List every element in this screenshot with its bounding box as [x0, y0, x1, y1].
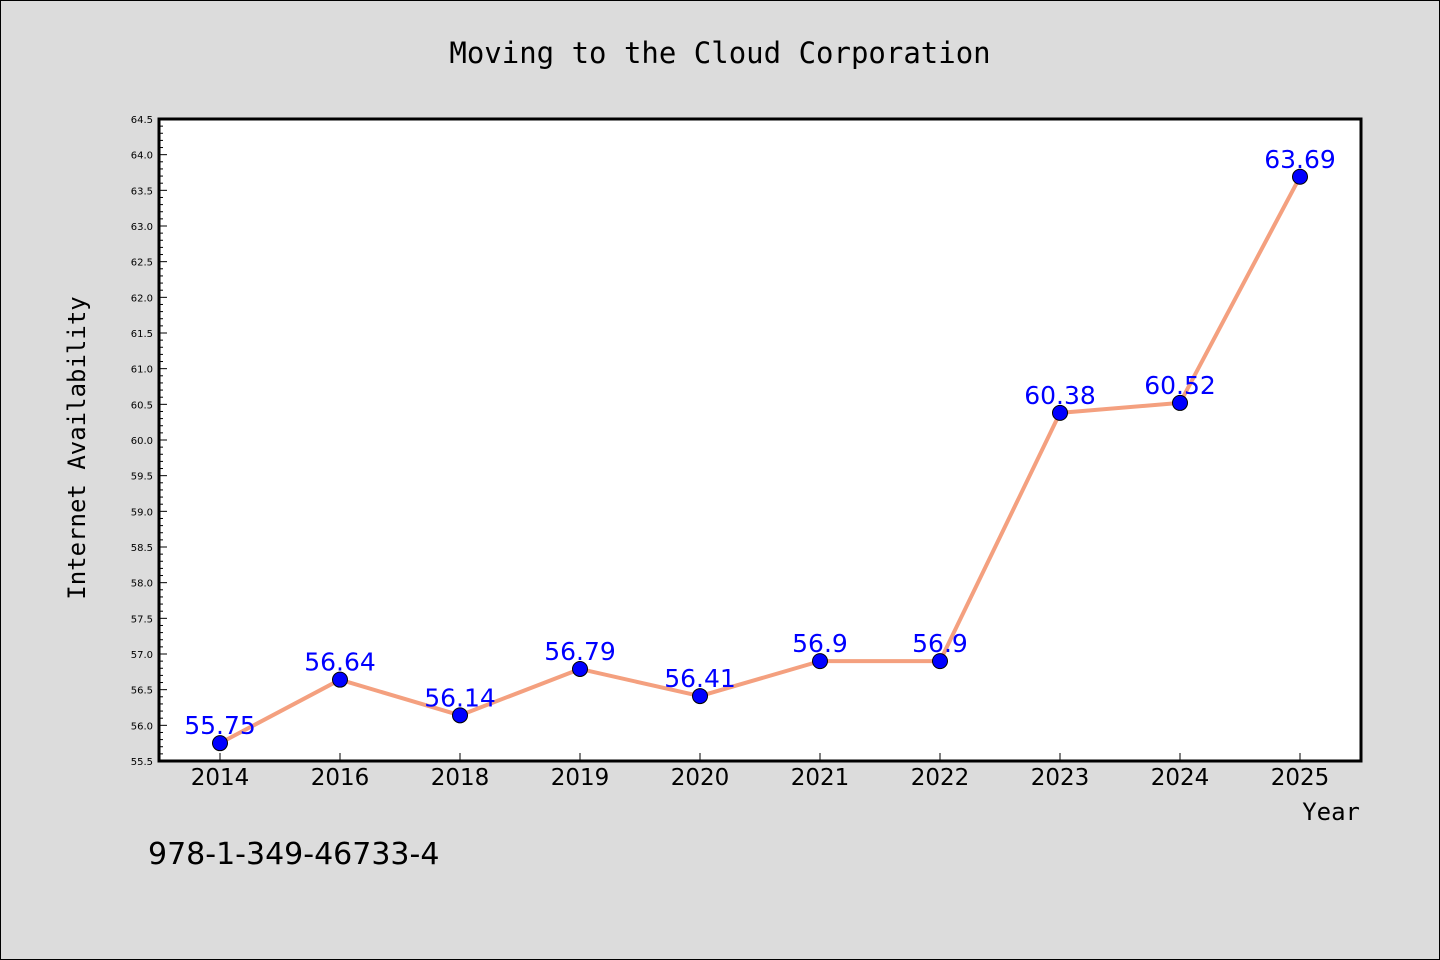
data-label: 56.79 — [544, 637, 616, 666]
y-tick-label: 62.0 — [131, 293, 153, 304]
series-line — [219, 175, 1302, 745]
y-tick-label: 60.5 — [131, 400, 153, 411]
data-labels: 55.75 56.64 56.14 56.79 56.41 56.9 56.9 60.38 60… — [184, 145, 1336, 740]
data-point — [1052, 404, 1068, 421]
y-tick-label: 59.5 — [131, 472, 153, 483]
x-tick-label: 2025 — [1271, 765, 1330, 791]
data-label: 55.75 — [184, 711, 256, 740]
y-tick-label: 58.5 — [131, 543, 153, 554]
chart-title: Moving to the Cloud Corporation — [449, 36, 990, 70]
data-label: 60.52 — [1144, 371, 1216, 400]
y-tick-label: 56.0 — [131, 721, 153, 732]
x-tick-label: 2019 — [551, 765, 610, 791]
y-tick-label: 57.0 — [131, 650, 153, 661]
x-tick-label: 2021 — [791, 765, 850, 791]
data-point — [1292, 168, 1308, 185]
y-tick-label: 63.0 — [131, 222, 153, 233]
y-tick-label: 60.0 — [131, 436, 153, 447]
data-point — [1172, 394, 1188, 411]
data-label: 56.9 — [792, 629, 848, 658]
x-tick-label: 2014 — [191, 765, 250, 791]
x-tick-label: 2024 — [1151, 765, 1210, 791]
data-point — [452, 707, 468, 724]
x-tick-label: 2023 — [1031, 765, 1090, 791]
data-label: 56.41 — [664, 664, 736, 693]
data-label: 63.69 — [1264, 145, 1336, 174]
data-point — [572, 660, 588, 677]
isbn-text: 978-1-349-46733-4 — [148, 837, 439, 872]
y-tick-label: 59.0 — [131, 507, 153, 518]
y-tick-label: 61.0 — [131, 365, 153, 376]
data-point — [932, 653, 948, 670]
y-tick-label: 58.0 — [131, 579, 153, 590]
data-point — [332, 671, 348, 688]
x-axis: 2014 2016 2018 2019 2020 2021 2022 2023 2024 2025 — [191, 753, 1330, 791]
y-tick-label: 57.5 — [131, 614, 153, 625]
y-tick-label: 55.5 — [131, 757, 153, 768]
data-label: 60.38 — [1024, 381, 1096, 410]
x-axis-label: Year — [1302, 798, 1360, 826]
x-tick-label: 2022 — [911, 765, 970, 791]
data-label: 56.14 — [424, 683, 496, 712]
data-label: 56.64 — [304, 648, 376, 677]
y-tick-label: 62.5 — [131, 258, 153, 269]
y-tick-label: 61.5 — [131, 329, 153, 340]
x-tick-label: 2018 — [431, 765, 490, 791]
plot-area — [157, 117, 1363, 763]
data-point — [692, 688, 708, 705]
x-tick-label: 2020 — [671, 765, 730, 791]
y-tick-label: 56.5 — [131, 686, 153, 697]
y-tick-label: 63.5 — [131, 186, 153, 197]
y-tick-label: 64.5 — [131, 115, 153, 126]
data-markers — [212, 168, 1308, 752]
y-axis: 55.5 56.0 56.5 57.0 57.5 58.0 58.5 59.0 59.5 60.0… — [131, 115, 167, 768]
y-tick-label: 64.0 — [131, 151, 153, 162]
data-point — [212, 735, 228, 752]
y-axis-label: Internet Availability — [63, 296, 91, 599]
data-label: 56.9 — [912, 629, 968, 658]
x-tick-label: 2016 — [311, 765, 370, 791]
data-point — [812, 653, 828, 670]
